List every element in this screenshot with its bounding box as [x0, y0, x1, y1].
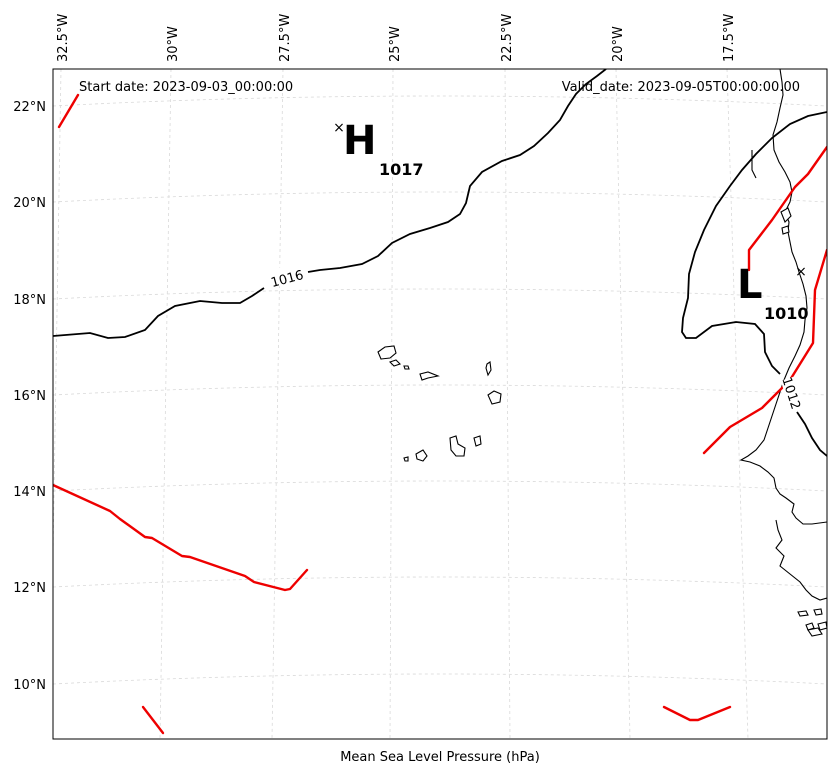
- high-pressure-letter: H: [343, 118, 376, 164]
- lat-tick-label: 20°N: [13, 196, 46, 211]
- lon-tick-label: 25°W: [388, 26, 403, 62]
- lat-grid-line: [53, 673, 827, 685]
- bottom-caption: Mean Sea Level Pressure (hPa): [340, 750, 540, 765]
- brava-island: [403, 456, 409, 462]
- lat-grid-line: [53, 576, 827, 588]
- front-line: [662, 705, 732, 722]
- lon-grid-line: [53, 69, 62, 581]
- lat-grid-line: [53, 384, 827, 396]
- lat-grid-line: [53, 95, 827, 107]
- lon-tick-label: 30°W: [166, 26, 181, 62]
- lon-tick-label: 27.5°W: [278, 14, 293, 62]
- graticule: [53, 69, 827, 739]
- santiago-island: [449, 435, 466, 457]
- lon-grid-line: [726, 69, 749, 739]
- isobars: [53, 69, 827, 457]
- lat-tick-label: 10°N: [13, 678, 46, 693]
- africa-coastline: [775, 519, 827, 601]
- lat-tick-label: 12°N: [13, 581, 46, 596]
- low-pressure-center: × L 1010: [737, 262, 809, 323]
- latitude-tick-labels: 22°N 20°N 18°N 16°N 14°N 12°N 10°N: [13, 100, 46, 693]
- santo-antao-island: [377, 345, 397, 360]
- isobar-labels: 1016 1012: [263, 260, 804, 412]
- lon-grid-line: [389, 69, 394, 739]
- lat-tick-label: 22°N: [13, 100, 46, 115]
- lat-tick-label: 18°N: [13, 293, 46, 308]
- lon-tick-label: 17.5°W: [722, 14, 737, 62]
- sao-vicente-island: [388, 359, 402, 367]
- front-line: [53, 483, 309, 592]
- lon-tick-label: 22.5°W: [500, 14, 515, 62]
- boa-vista-island: [487, 390, 502, 405]
- lat-tick-label: 16°N: [13, 389, 46, 404]
- isobar-1012: [681, 111, 827, 375]
- start-date-label: Start date: 2023-09-03_00:00:00: [79, 80, 293, 95]
- front-line: [57, 93, 80, 129]
- lat-grid-line: [53, 288, 827, 300]
- lon-grid-line: [615, 69, 631, 739]
- low-center-marker: ×: [795, 264, 807, 280]
- coastline: [739, 69, 827, 637]
- bissagos-island: [797, 610, 809, 617]
- maio-island: [473, 435, 482, 447]
- high-pressure-value: 1017: [379, 160, 424, 179]
- longitude-tick-labels: 32.5°W 30°W 27.5°W 25°W 22.5°W 20°W 17.5…: [56, 14, 737, 62]
- front-line: [141, 705, 165, 735]
- bissagos-island: [817, 621, 827, 631]
- banc-d-arguin-island: [780, 207, 792, 223]
- map-frame: [52, 68, 828, 740]
- isobar-1016: [53, 287, 265, 339]
- lat-grid-line: [53, 480, 827, 492]
- bissagos-island: [805, 622, 815, 631]
- high-pressure-center: × H 1017: [333, 118, 423, 179]
- lat-grid-line: [53, 191, 827, 203]
- santa-luzia-island: [403, 365, 410, 370]
- front-line: [747, 145, 827, 272]
- isobar-1012: [796, 411, 827, 457]
- isobar-1016: [307, 69, 607, 273]
- low-pressure-letter: L: [737, 262, 763, 308]
- low-pressure-value: 1010: [764, 304, 809, 323]
- africa-coastline: [739, 69, 827, 525]
- lon-grid-line: [159, 69, 172, 739]
- bissagos-island: [813, 608, 823, 616]
- lon-tick-label: 20°W: [611, 26, 626, 62]
- pressure-centers: × H 1017 × L 1010: [333, 118, 808, 323]
- africa-coastline: [751, 150, 757, 179]
- bissagos-island: [807, 627, 823, 637]
- banc-d-arguin-island: [781, 225, 790, 235]
- lon-grid-line: [271, 69, 284, 739]
- valid-date-label: Valid_date: 2023-09-05T00:00:00.00: [562, 80, 800, 95]
- high-center-marker: ×: [333, 120, 345, 136]
- lon-grid-line: [504, 69, 511, 739]
- isobar-label: 1012: [778, 375, 802, 411]
- sal-island: [485, 361, 492, 377]
- sao-nicolau-island: [419, 371, 440, 381]
- lat-tick-label: 14°N: [13, 485, 46, 500]
- cape-verde-islands: [377, 345, 502, 462]
- lon-tick-label: 32.5°W: [56, 14, 71, 62]
- fogo-island: [415, 449, 428, 462]
